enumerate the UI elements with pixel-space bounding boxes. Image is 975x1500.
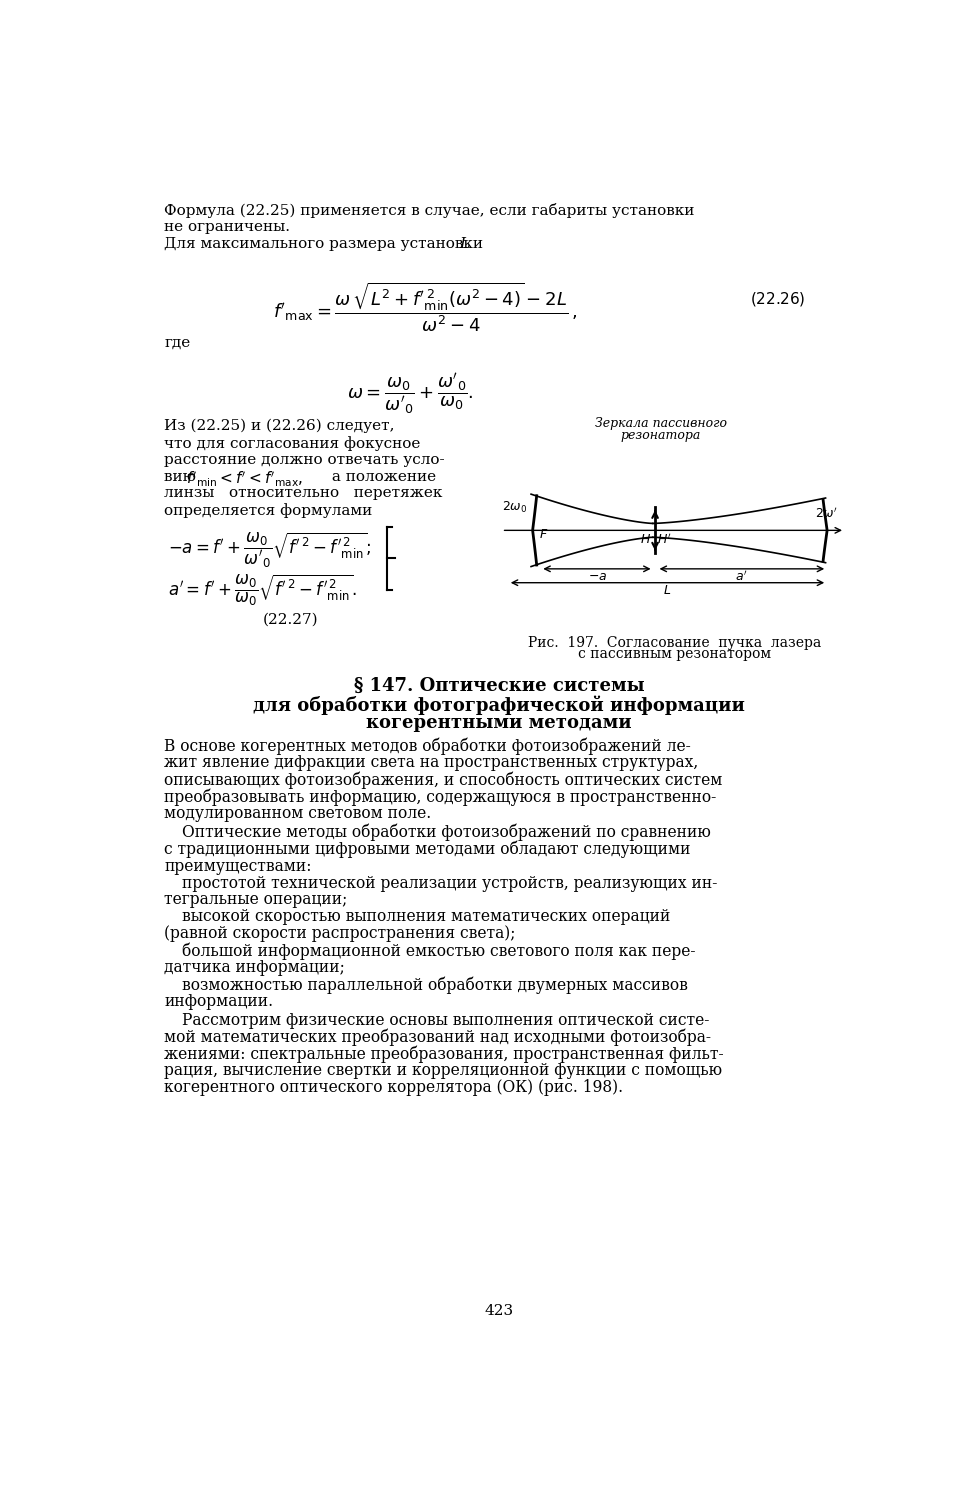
Text: описывающих фотоизображения, и способность оптических систем: описывающих фотоизображения, и способнос… [165, 771, 722, 789]
Text: Формула (22.25) применяется в случае, если габариты установки: Формула (22.25) применяется в случае, ес… [165, 202, 695, 217]
Text: а положение: а положение [328, 470, 437, 483]
Text: где: где [165, 336, 191, 350]
Text: В основе когерентных методов обработки фотоизображений ле-: В основе когерентных методов обработки ф… [165, 738, 691, 754]
Text: большой информационной емкостью светового поля как пере-: большой информационной емкостью световог… [182, 942, 696, 960]
Text: с пассивным резонатором: с пассивным резонатором [578, 648, 771, 662]
Text: модулированном световом поле.: модулированном световом поле. [165, 806, 432, 822]
Text: жит явление дифракции света на пространственных структурах,: жит явление дифракции света на пространс… [165, 754, 699, 771]
Text: мой математических преобразований над исходными фотоизобра-: мой математических преобразований над ис… [165, 1029, 712, 1045]
Text: $H$: $H$ [640, 532, 650, 546]
Text: для обработки фотографической информации: для обработки фотографической информации [254, 694, 745, 714]
Text: информации.: информации. [165, 993, 274, 1010]
Text: что для согласования фокусное: что для согласования фокусное [165, 435, 421, 450]
Text: когерентного оптического коррелятора (ОК) (рис. 198).: когерентного оптического коррелятора (ОК… [165, 1080, 624, 1096]
Text: тегральные операции;: тегральные операции; [165, 891, 348, 909]
Text: $\omega = \dfrac{\omega_0}{\omega'_0} + \dfrac{\omega'_0}{\omega_0}.$: $\omega = \dfrac{\omega_0}{\omega'_0} + … [347, 370, 473, 416]
Text: $2\omega_0$: $2\omega_0$ [501, 500, 527, 514]
Text: возможностью параллельной обработки двумерных массивов: возможностью параллельной обработки двум… [182, 976, 688, 993]
Text: (равной скорости распространения света);: (равной скорости распространения света); [165, 926, 516, 942]
Text: линзы   относительно   перетяжек: линзы относительно перетяжек [165, 486, 443, 501]
Text: определяется формулами: определяется формулами [165, 504, 372, 519]
Text: $(22.26)$: $(22.26)$ [750, 290, 805, 308]
Text: простотой технической реализации устройств, реализующих ин-: простотой технической реализации устройс… [182, 874, 718, 891]
Text: когерентными методами: когерентными методами [367, 714, 632, 732]
Text: Рис.  197.  Согласование  пучка  лазера: Рис. 197. Согласование пучка лазера [527, 636, 821, 650]
Text: резонатора: резонатора [620, 429, 701, 441]
Text: $a' = f' + \dfrac{\omega_0}{\omega_0}\sqrt{f'^{\,2} - f'^{\,2}_{\min}}.$: $a' = f' + \dfrac{\omega_0}{\omega_0}\sq… [169, 573, 357, 609]
Text: L: L [459, 237, 469, 250]
Text: датчика информации;: датчика информации; [165, 958, 345, 976]
Text: $-a = f' + \dfrac{\omega_0}{\omega'_0}\sqrt{f'^{\,2} - f'^{\,2}_{\min}};$: $-a = f' + \dfrac{\omega_0}{\omega'_0}\s… [169, 531, 371, 570]
Text: Оптические методы обработки фотоизображений по сравнению: Оптические методы обработки фотоизображе… [182, 824, 711, 842]
Text: Из (22.25) и (22.26) следует,: Из (22.25) и (22.26) следует, [165, 419, 395, 434]
Text: Для максимального размера установки: Для максимального размера установки [165, 237, 488, 250]
Text: (22.27): (22.27) [263, 612, 319, 627]
Text: 423: 423 [485, 1304, 514, 1318]
Text: $F$: $F$ [539, 528, 548, 542]
Text: рация, вычисление свертки и корреляционной функции с помощью: рация, вычисление свертки и корреляционн… [165, 1062, 722, 1080]
Text: $L$: $L$ [663, 585, 672, 597]
Text: Рассмотрим физические основы выполнения оптической систе-: Рассмотрим физические основы выполнения … [182, 1011, 710, 1029]
Text: $a'$: $a'$ [735, 570, 748, 584]
Text: $H'$: $H'$ [657, 532, 672, 548]
Text: преобразовывать информацию, содержащуюся в пространственно-: преобразовывать информацию, содержащуюся… [165, 789, 717, 806]
Text: $2\omega'$: $2\omega'$ [815, 507, 838, 520]
Text: преимуществами:: преимуществами: [165, 858, 312, 874]
Text: § 147. Оптические системы: § 147. Оптические системы [354, 676, 644, 694]
Text: $-a$: $-a$ [588, 570, 607, 582]
Text: высокой скоростью выполнения математических операций: высокой скоростью выполнения математичес… [182, 909, 671, 926]
Text: $f'_{\min} < f' < f'_{\max},$: $f'_{\min} < f' < f'_{\max},$ [186, 470, 303, 489]
Text: Зеркала пассивного: Зеркала пассивного [595, 417, 726, 430]
Text: расстояние должно отвечать усло-: расстояние должно отвечать усло- [165, 453, 446, 466]
Text: $f'_{\mathrm{max}} = \dfrac{\omega\,\sqrt{L^2 + f'^{\,2}_{\min}(\omega^2 - 4)} -: $f'_{\mathrm{max}} = \dfrac{\omega\,\sqr… [273, 280, 577, 334]
Text: жениями: спектральные преобразования, пространственная фильт-: жениями: спектральные преобразования, пр… [165, 1046, 724, 1064]
Text: не ограничены.: не ограничены. [165, 220, 291, 234]
Text: вию: вию [165, 470, 201, 483]
Text: с традиционными цифровыми методами обладают следующими: с традиционными цифровыми методами облад… [165, 840, 691, 858]
